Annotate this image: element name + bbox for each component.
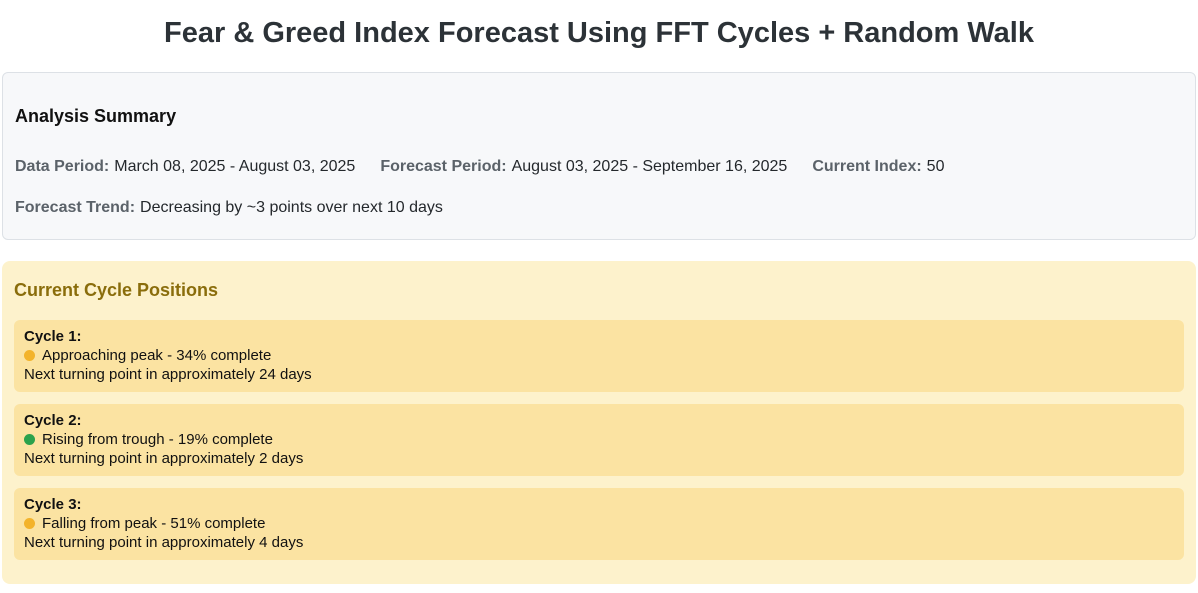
cycle-title: Cycle 3:	[24, 496, 82, 513]
current-index-value: 50	[926, 158, 945, 175]
analysis-summary-panel: Analysis Summary Data Period: March 08, 2…	[2, 72, 1196, 240]
cycle-card-2: Cycle 2: Rising from trough - 19% comple…	[14, 404, 1184, 476]
cycle-phase-dot-icon	[24, 518, 35, 529]
cycle-status-text: Approaching peak - 34% complete	[42, 347, 272, 364]
forecast-trend-value: Decreasing by ~3 points over next 10 day…	[140, 199, 443, 216]
cycle-next-turning-point: Next turning point in approximately 2 da…	[24, 450, 304, 467]
cycle-card-3: Cycle 3: Falling from peak - 51% complet…	[14, 488, 1184, 560]
forecast-trend-item: Forecast Trend: Decreasing by ~3 points o…	[15, 198, 443, 217]
analysis-summary-heading: Analysis Summary	[15, 106, 177, 126]
cycle-status-text: Falling from peak - 51% complete	[42, 515, 266, 532]
cycle-title: Cycle 2:	[24, 412, 82, 429]
page-title: Fear & Greed Index Forecast Using FFT Cy…	[164, 17, 1034, 49]
cycle-positions-panel: Current Cycle Positions Cycle 1: Approac…	[2, 261, 1196, 584]
cycle-next-turning-point: Next turning point in approximately 24 d…	[24, 366, 312, 383]
forecast-period-value: August 03, 2025 - September 16, 2025	[511, 158, 788, 175]
forecast-trend-label: Forecast Trend:	[15, 199, 136, 216]
current-index-label: Current Index:	[812, 158, 922, 175]
cycle-card-1: Cycle 1: Approaching peak - 34% complete…	[14, 320, 1184, 392]
cycle-next-turning-point: Next turning point in approximately 4 da…	[24, 534, 304, 551]
data-period-item: Data Period: March 08, 2025 - August 03, …	[15, 157, 355, 176]
summary-row-trend: Forecast Trend: Decreasing by ~3 points o…	[15, 198, 1183, 217]
cycle-positions-heading: Current Cycle Positions	[14, 280, 219, 300]
current-index-item: Current Index: 50	[812, 157, 944, 176]
cycle-status-line: Falling from peak - 51% complete	[24, 514, 1174, 533]
forecast-period-label: Forecast Period:	[380, 158, 507, 175]
cycle-status-line: Approaching peak - 34% complete	[24, 346, 1174, 365]
cycle-status-line: Rising from trough - 19% complete	[24, 430, 1174, 449]
summary-row-periods: Data Period: March 08, 2025 - August 03, …	[15, 157, 1183, 176]
data-period-label: Data Period:	[15, 158, 110, 175]
cycle-phase-dot-icon	[24, 350, 35, 361]
cycle-phase-dot-icon	[24, 434, 35, 445]
forecast-period-item: Forecast Period: August 03, 2025 - Septem…	[380, 157, 787, 176]
data-period-value: March 08, 2025 - August 03, 2025	[114, 158, 356, 175]
cycle-status-text: Rising from trough - 19% complete	[42, 431, 273, 448]
cycle-title: Cycle 1:	[24, 328, 82, 345]
